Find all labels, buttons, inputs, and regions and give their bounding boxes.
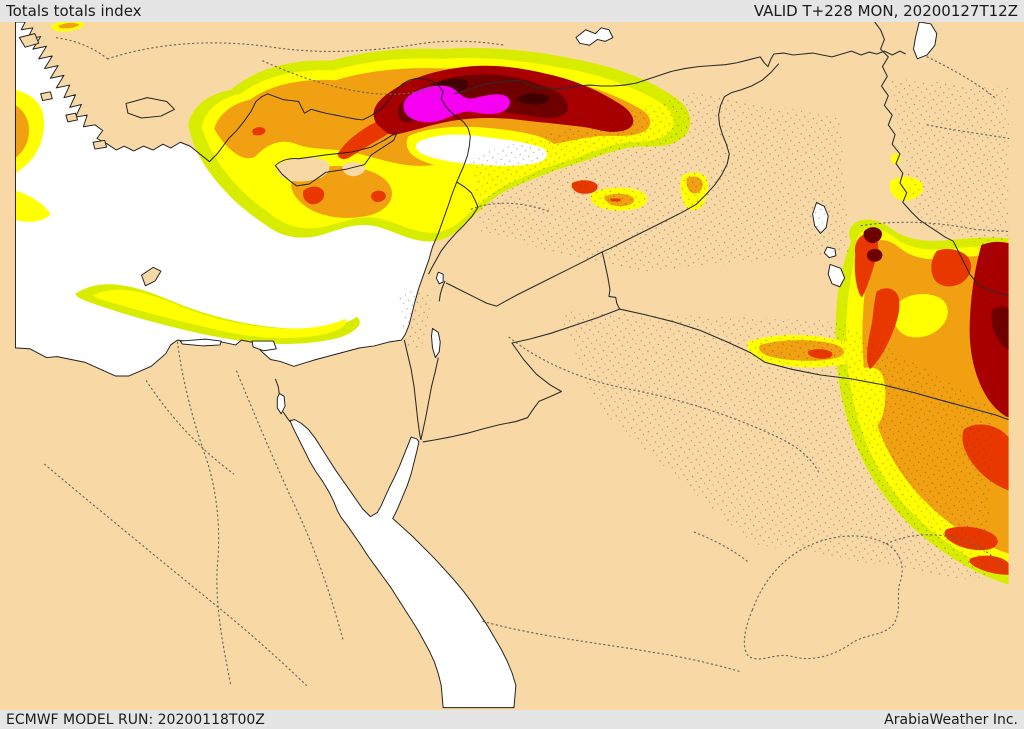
country-borders bbox=[403, 22, 1009, 443]
border-iraq-saudi bbox=[619, 308, 1009, 421]
rhodes-island bbox=[125, 97, 175, 119]
stipple-texture bbox=[398, 78, 1009, 583]
sea-of-galilee bbox=[435, 271, 444, 285]
border-jordan-saudi bbox=[422, 308, 620, 443]
border-lebanon-syria bbox=[428, 181, 479, 275]
border-syria-iraq-south bbox=[601, 174, 722, 253]
lake-urmia bbox=[913, 22, 938, 60]
footer-bar: ECMWF MODEL RUN: 20200118T00Z ArabiaWeat… bbox=[0, 710, 1024, 729]
border-jordan-iraq bbox=[601, 251, 621, 310]
lake-razzaza bbox=[827, 263, 846, 288]
cyprus-island bbox=[274, 133, 398, 187]
red-sea bbox=[289, 419, 517, 709]
aegean-islet-3 bbox=[92, 139, 108, 150]
border-egypt-israel bbox=[403, 339, 422, 441]
admin-boundaries bbox=[43, 36, 1010, 686]
thrace-fragment bbox=[18, 33, 40, 48]
lake-van bbox=[575, 27, 614, 46]
border-syria-iraq-north bbox=[718, 63, 780, 176]
nile-delta-lagoon-2 bbox=[251, 340, 277, 352]
tt-streaks-west bbox=[15, 22, 86, 222]
weather-map-canvas bbox=[14, 22, 1010, 709]
tt-band-northwest bbox=[188, 47, 691, 242]
border-israel-jordan bbox=[420, 280, 446, 441]
map-title: Totals totals index bbox=[6, 2, 142, 20]
border-syria-jordan bbox=[445, 251, 603, 307]
karpathos-island bbox=[141, 266, 162, 287]
bitter-lake bbox=[276, 392, 286, 415]
border-iran bbox=[874, 22, 1009, 297]
border-turkey-syria-iraq bbox=[453, 50, 906, 95]
suez-canal bbox=[274, 378, 291, 422]
brand-label: ArabiaWeather Inc. bbox=[884, 711, 1018, 728]
cyprus-clear-area bbox=[276, 157, 330, 182]
header-bar: Totals totals index VALID T+228 MON, 202… bbox=[0, 0, 1024, 22]
aegean-islet-2 bbox=[65, 112, 79, 123]
nile-delta-lagoon-1 bbox=[179, 338, 222, 347]
valid-time-label: VALID T+228 MON, 20200127T12Z bbox=[753, 2, 1018, 20]
islands bbox=[18, 33, 175, 287]
dead-sea bbox=[431, 327, 441, 359]
aegean-islet-1 bbox=[40, 91, 53, 102]
tt-arc-sea bbox=[75, 284, 360, 344]
model-run-label: ECMWF MODEL RUN: 20200118T00Z bbox=[6, 711, 265, 728]
